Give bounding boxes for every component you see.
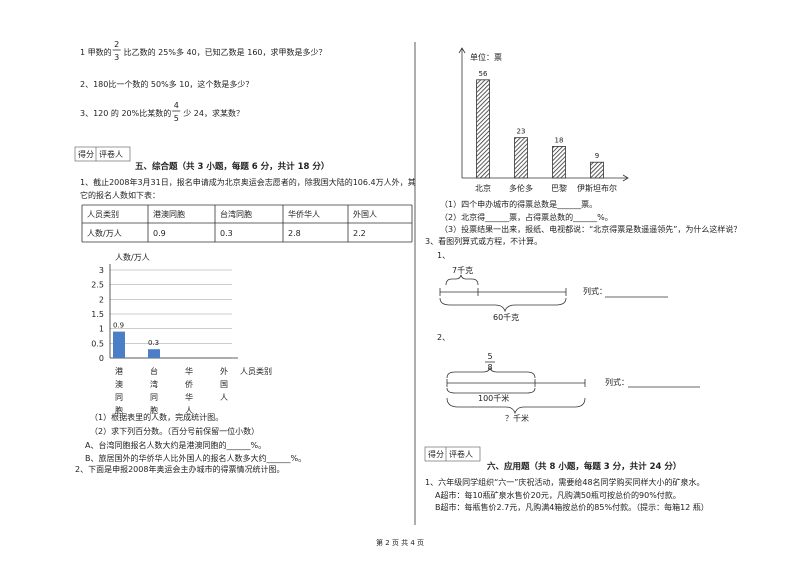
bar [113,331,125,358]
paragraph: 1、六年级同学组织“六一”庆祝活动，需要给48名同学购买同样大小的矿泉水。 [425,477,705,487]
value-label: 0.3 [148,339,159,347]
axis-arrow [458,47,466,54]
fraction-num: 5 [487,352,492,361]
diagram-label: ？千米 [505,413,529,423]
paragraph: （2）求下列百分数。（百分号前保留一位小数） [90,426,259,436]
table-cell: 0.9 [153,229,166,238]
section-title: 六、应用题（共 8 小题，每题 3 分，共计 24 分） [487,461,681,472]
score-label: 得分 [428,449,444,459]
brace [446,367,536,379]
brace [446,397,586,415]
paragraph: A超市：每10瓶矿泉水售价20元，凡购满50瓶可按总价的90%付款。 [435,490,681,500]
question: 2、180比一个数的 50%多 10，这个数是多少？ [80,79,253,89]
x-tick-label: 伊斯坦布尔 [577,183,617,193]
question: 1 甲数的 [80,47,112,57]
diagram-label: 100千米 [478,393,509,403]
y-axis-label: 单位：票 [470,52,502,62]
x-tick-label: 台湾同胞 [150,366,159,419]
footer: 第 2 页 共 4 页 [376,538,424,547]
y-tick-label: 2 [99,295,104,304]
segment-ticks [439,288,567,296]
table-cell: 人数/万人 [87,228,122,238]
fraction-den: 5 [174,114,179,123]
x-tick-label: 北京 [475,183,491,193]
item-number: 1、 [437,251,450,260]
value-label: 56 [479,70,488,78]
paragraph: B、旅居国外的华侨华人比外国人的报名人数多大约______%。 [85,453,306,463]
bar [148,349,160,358]
value-label: 23 [517,128,526,136]
paragraph: 1、截止2008年3月31日，报名申请成为北京奥运会志愿者的，除我国大陆的106… [80,177,416,187]
paragraph: （3）投票结果一出来，报纸、电视都说：“北京得票是数遥遥领先”，为什么这样说？ [440,224,741,234]
fraction-num: 2 [114,40,119,49]
score-label: 评卷人 [449,449,473,459]
score-label: 得分 [78,149,94,159]
table-header: 港澳同胞 [153,209,185,219]
item-number: 2、 [437,333,450,342]
paragraph: B超市：每瓶售价2.7元，凡购满4箱按总价的85%付款。（提示：每箱12 瓶） [435,502,709,512]
table-cell: 2.2 [353,229,366,238]
paragraph: （1）四个申办城市的得票总数是______票。 [440,199,597,209]
question: 少 24，求某数？ [183,108,244,118]
paragraph: 3、看图列算式或方程，不计算。 [425,236,542,246]
y-axis-label: 人数/万人 [115,252,150,262]
x-tick-label: 多伦多 [509,183,533,193]
y-tick-label: 0.5 [91,339,104,348]
table-cell: 2.8 [288,229,301,238]
score-box [74,146,131,162]
paragraph: （2）北京得______票，占得票总数的______%。 [440,212,613,222]
question: 比乙数的 25%多 40，已知乙数是 160，求甲数是多少？ [124,47,327,57]
score-label: 评卷人 [99,149,123,159]
bar [476,79,490,179]
value-label: 0.9 [113,322,124,330]
paragraph: 它的报名人数如下表： [80,190,160,200]
value-label: 18 [555,136,564,144]
diagram-label: 7千克 [452,265,473,275]
bar [514,137,528,179]
x-tick-label: 巴黎 [551,183,567,193]
axis-arrow [622,174,629,182]
section-title: 五、综合题（共 3 小题，每题 6 分，共计 18 分） [135,161,329,172]
brace [445,274,479,286]
bar [552,146,566,179]
segment-ticks [446,379,586,387]
y-tick-label: 1 [99,325,104,334]
fraction-den: 3 [114,53,119,62]
table-header: 人员类别 [87,209,119,219]
y-tick-label: 3 [99,266,104,275]
brace [446,387,536,394]
answer-label: 列式： [605,377,629,387]
score-box [424,446,481,462]
x-tick-label: 港澳同胞 [115,366,124,419]
fraction-den: 8 [487,363,492,372]
answer-label: 列式： [583,286,607,296]
paragraph: （1）根据表里的人数，完成统计图。 [90,412,223,422]
brace [439,297,567,313]
x-tick-label: 华侨华人 [185,366,194,419]
x-axis-label: 人员类别 [240,366,272,376]
table-cell: 0.3 [220,229,233,238]
x-tick-label: 外国人 [220,366,229,406]
table-header: 外国人 [353,209,377,219]
paragraph: A、台湾同胞报名人数大约是港澳同胞的______%。 [85,440,266,450]
y-tick-label: 1.5 [91,310,104,319]
y-tick-label: 2.5 [91,281,104,290]
table-header: 台湾同胞 [220,209,252,219]
diagram-label: 60千克 [493,312,519,322]
y-tick-label: 0 [99,354,104,363]
value-label: 9 [595,152,599,160]
question: 3、120 的 20%比某数的 [80,108,171,118]
bar [590,161,604,179]
fraction-num: 4 [174,101,179,110]
table-header: 华侨华人 [288,209,320,219]
paragraph: 2、下面是申报2008年奥运会主办城市的得票情况统计图。 [75,464,284,474]
